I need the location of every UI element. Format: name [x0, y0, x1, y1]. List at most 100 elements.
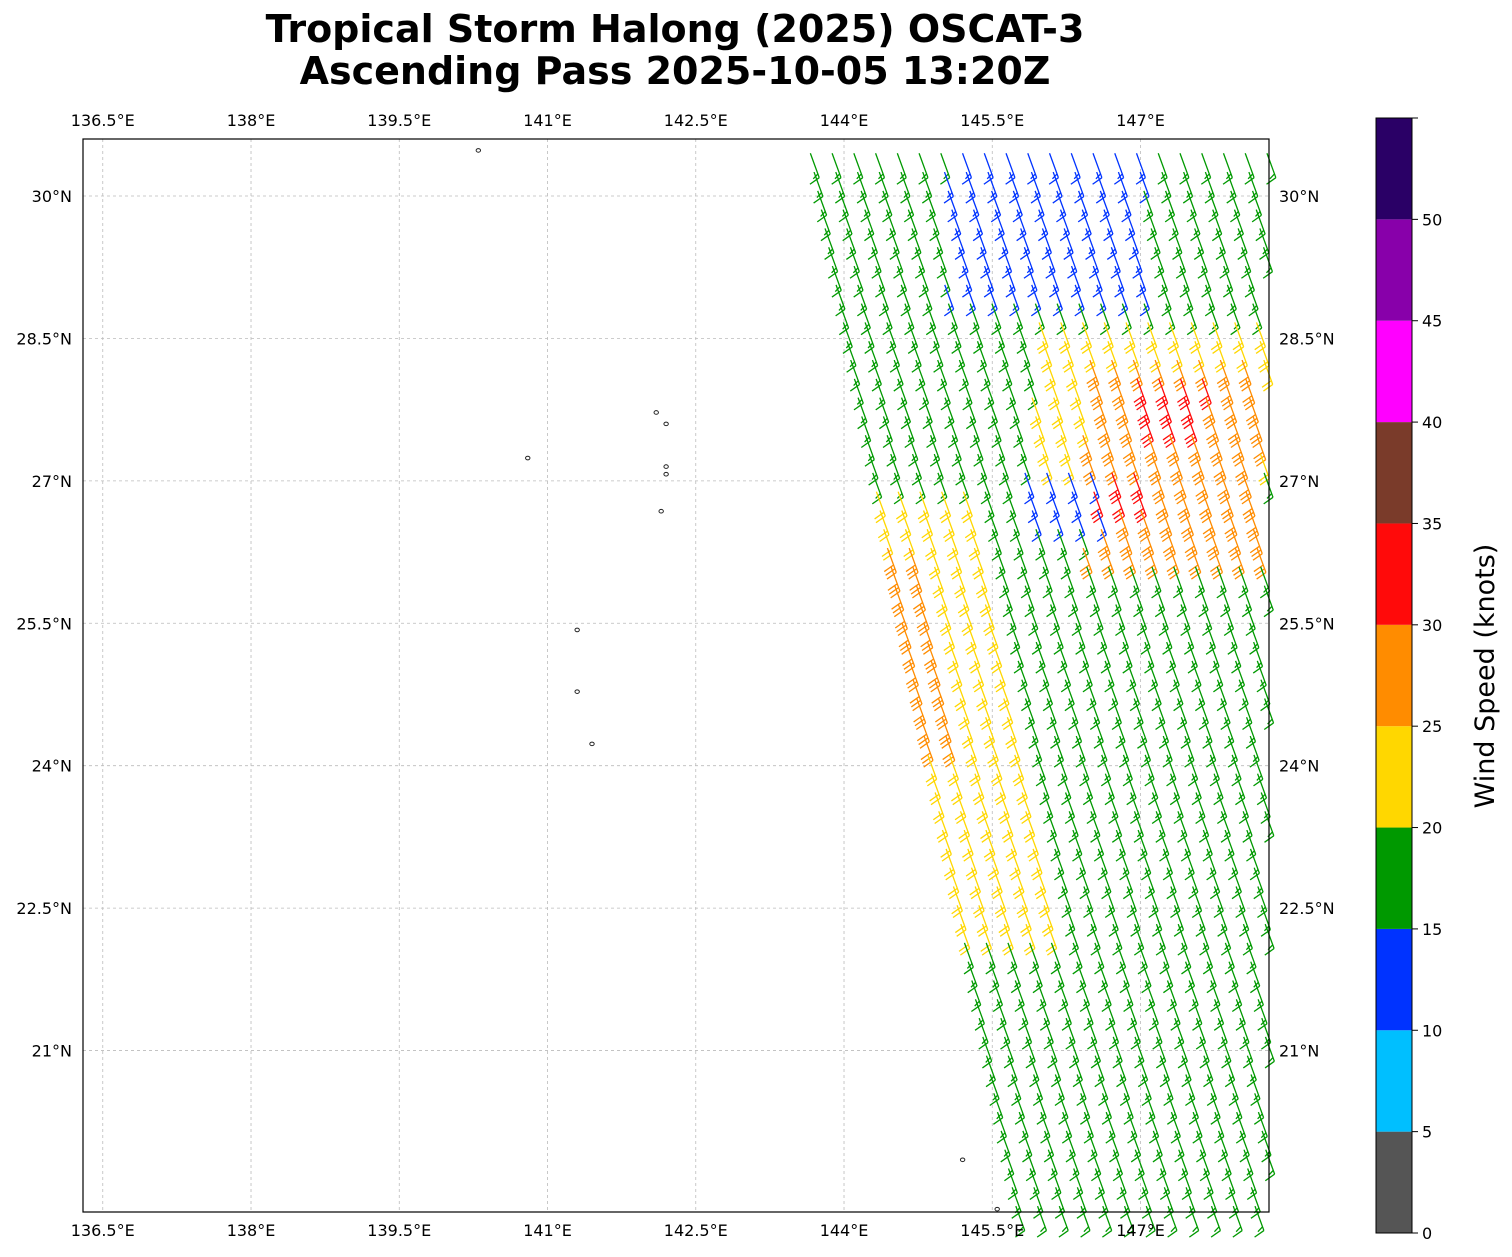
wind-barb-shaft — [1199, 1149, 1211, 1175]
wind-barb-feather — [1206, 1098, 1217, 1107]
wind-barb-shaft — [1075, 735, 1086, 761]
wind-barb-shaft — [1105, 886, 1116, 912]
wind-barb-shaft — [904, 190, 915, 216]
wind-barb-shaft — [919, 491, 930, 517]
wind-barb-feather — [980, 383, 991, 392]
wind-barb-feather — [1259, 365, 1270, 373]
wind-barb-shaft — [853, 153, 864, 178]
wind-barb-feather — [1031, 647, 1042, 655]
wind-barb — [961, 604, 974, 637]
wind-barb-feather — [1101, 1004, 1112, 1013]
wind-barb-feather — [1091, 399, 1102, 407]
wind-barb-feather — [1176, 609, 1187, 618]
wind-barb-shaft — [1036, 867, 1047, 893]
wind-barb-feather — [998, 812, 1009, 821]
wind-barb-shaft — [1161, 171, 1172, 197]
wind-barb-feather — [904, 553, 915, 561]
wind-barb-shaft — [1079, 867, 1090, 893]
wind-barb-feather — [1020, 477, 1031, 486]
wind-barb-shaft — [1027, 378, 1038, 404]
wind-barb-shaft — [1097, 961, 1109, 987]
wind-barb-feather — [1115, 966, 1126, 975]
wind-barb-shaft — [1139, 284, 1150, 310]
wind-barb-shaft — [1122, 754, 1133, 780]
wind-barb-shaft — [1236, 1111, 1247, 1137]
wind-barb-shaft — [1187, 529, 1198, 554]
wind-barb-shaft — [996, 1111, 1007, 1137]
wind-barb-shaft — [970, 867, 982, 893]
wind-barb-feather — [1252, 327, 1263, 336]
wind-barb — [1232, 322, 1245, 354]
wind-barb-shaft — [1252, 529, 1263, 554]
wind-barb-feather — [1181, 1079, 1192, 1088]
wind-barb-feather — [882, 214, 893, 223]
wind-barb-feather — [1012, 327, 1023, 336]
wind-barb-feather — [1248, 195, 1259, 204]
wind-barb-shaft — [1018, 999, 1029, 1024]
wind-barb-shaft — [1031, 397, 1042, 423]
wind-barb-feather — [1144, 665, 1155, 674]
wind-barb-shaft — [1046, 811, 1057, 836]
wind-barb-shaft — [901, 623, 912, 648]
wind-barb-feather — [937, 496, 948, 505]
wind-barb-shaft — [1056, 190, 1067, 216]
wind-barb-shaft — [857, 397, 868, 423]
wind-barb-feather — [921, 756, 932, 764]
wind-barb — [1033, 416, 1046, 449]
wind-barb-feather — [948, 778, 959, 787]
wind-barb-shaft — [1072, 1055, 1083, 1081]
wind-barb-shaft — [1038, 547, 1050, 573]
wind-barb-shaft — [949, 867, 960, 893]
wind-barb — [925, 754, 938, 787]
wind-barb-shaft — [1119, 735, 1130, 761]
wind-barb — [1123, 322, 1136, 354]
wind-barb — [874, 491, 886, 524]
wind-barb-feather — [1097, 872, 1108, 881]
wind-barb-feather — [948, 553, 959, 561]
wind-barb-feather — [1173, 816, 1184, 825]
wind-barb-feather — [1109, 1154, 1120, 1163]
wind-barb-feather — [1219, 496, 1230, 505]
wind-barb-feather — [1166, 778, 1177, 787]
wind-barb-feather — [1204, 530, 1215, 539]
wind-barb-feather — [1076, 1098, 1087, 1107]
wind-barb-feather — [1024, 835, 1036, 843]
wind-barb — [921, 510, 934, 543]
wind-barb-shaft — [1154, 472, 1165, 498]
wind-barb-feather — [1067, 271, 1078, 279]
wind-barb-shaft — [1003, 698, 1014, 724]
wind-barb-shaft — [1013, 303, 1024, 329]
wind-barb-feather — [981, 835, 992, 843]
wind-barb-feather — [1181, 1192, 1192, 1201]
wind-barb-feather — [1186, 327, 1197, 336]
wind-barb-feather — [981, 722, 992, 731]
wind-barb-shaft — [970, 641, 981, 667]
wind-barb-feather — [1064, 816, 1075, 825]
wind-barb-shaft — [897, 378, 908, 404]
wind-barb-shaft — [1100, 529, 1111, 554]
wind-barb-feather — [1027, 289, 1038, 298]
wind-barb — [1202, 397, 1216, 430]
wind-barb — [1082, 453, 1096, 486]
wind-barb-feather — [1210, 342, 1221, 351]
wind-barb-shaft — [911, 341, 922, 366]
wind-barb-feather — [1232, 1117, 1243, 1125]
wind-barb-shaft — [1089, 247, 1100, 272]
wind-barb-feather — [991, 887, 1002, 896]
wind-barb-shaft — [1232, 1205, 1243, 1231]
wind-barb-feather — [856, 308, 868, 317]
wind-barb-shaft — [1156, 1036, 1167, 1062]
wind-barb-shaft — [995, 435, 1006, 460]
wind-barb-feather — [816, 214, 827, 223]
wind-barb-feather — [1011, 1098, 1022, 1107]
colorbar-tick-label: 25 — [1422, 717, 1442, 736]
wind-barb-feather — [879, 421, 890, 430]
wind-barb-feather — [1133, 722, 1144, 731]
wind-barb-feather — [1027, 515, 1038, 524]
wind-barb-feather — [1070, 177, 1081, 185]
wind-barb — [1210, 547, 1224, 580]
wind-barb-feather — [1220, 609, 1231, 618]
wind-barb-shaft — [1029, 1168, 1040, 1194]
wind-barb-feather — [1194, 703, 1206, 712]
wind-barb-shaft — [1260, 679, 1271, 705]
